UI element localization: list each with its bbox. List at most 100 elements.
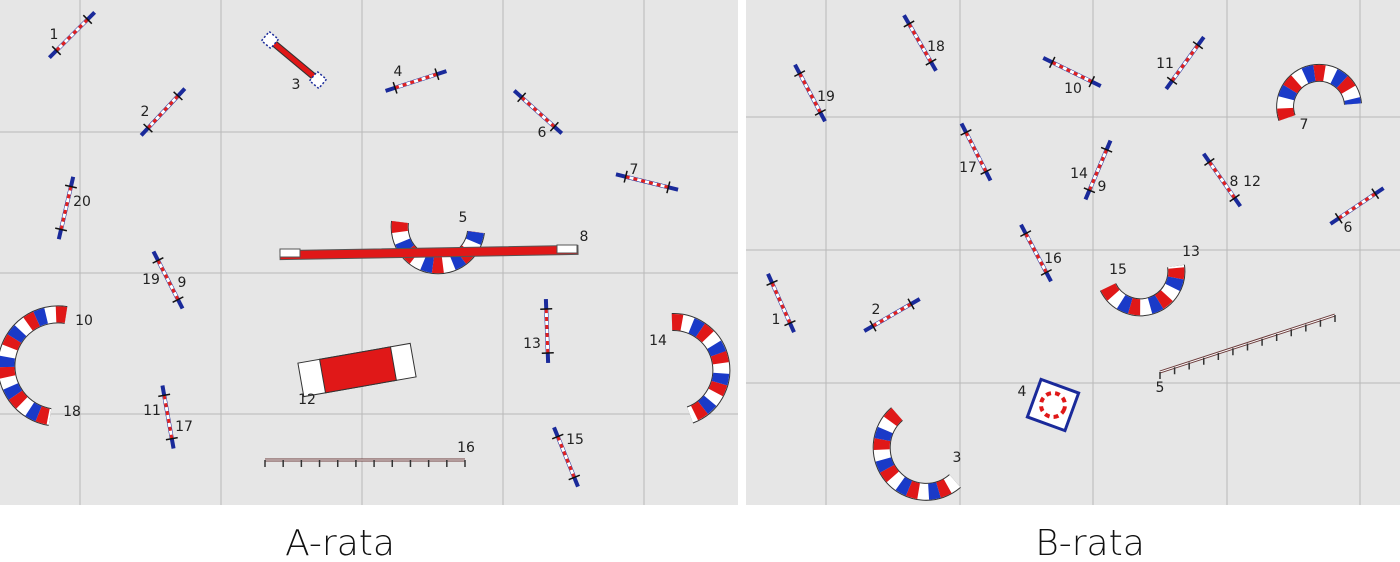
jump-wing [82, 14, 93, 25]
obstacle-number: 5 [459, 210, 468, 226]
obstacle-number: 15 [1109, 262, 1127, 278]
jump-pole [520, 96, 556, 128]
obstacle-number: 2 [872, 302, 881, 318]
jump-wing [666, 181, 671, 194]
jump-wing [158, 393, 171, 398]
obstacle-number: 20 [73, 194, 91, 210]
jump [902, 14, 938, 72]
jump-wing [814, 108, 826, 116]
jump [1019, 223, 1053, 283]
obstacle-number: 19 [817, 89, 835, 105]
obstacle-number: 12 [1243, 174, 1261, 190]
jump-wing [1040, 268, 1052, 276]
jump-wing [784, 319, 796, 327]
obstacle-number: 11 [1156, 56, 1174, 72]
jump-wing [1048, 56, 1056, 69]
jump-wing [907, 298, 915, 310]
obstacles [0, 10, 1385, 501]
dog-walk [268, 38, 320, 82]
panel-title: A-rata [285, 523, 395, 562]
panel-title: B-rata [1035, 523, 1145, 562]
jump [384, 68, 448, 94]
tunnel [391, 220, 484, 274]
jump-wing [1371, 188, 1380, 200]
jump-wing [960, 129, 972, 136]
obstacle-number: 13 [523, 336, 541, 352]
jump-pole [1051, 61, 1093, 83]
obstacle-number: 9 [178, 275, 187, 291]
obstacle-number: 3 [953, 450, 962, 466]
jump-wing [1192, 41, 1204, 50]
jump [959, 122, 993, 182]
jump [863, 297, 921, 333]
jump-wing [152, 257, 164, 264]
jump-wing [1020, 230, 1032, 238]
obstacle-number: 5 [1156, 380, 1165, 396]
tunnel [873, 407, 961, 500]
jump-wing [925, 58, 937, 66]
chute [319, 346, 397, 394]
jump-wing [766, 279, 778, 287]
jump-wing [55, 227, 68, 232]
jump-pole [556, 436, 576, 478]
jump [55, 176, 77, 240]
contact [556, 244, 578, 254]
obstacle-number: 16 [457, 440, 475, 456]
jump-wing [1100, 146, 1113, 153]
obstacle-number: 7 [1300, 117, 1309, 133]
jump-wing [172, 296, 184, 303]
jump [1202, 152, 1242, 208]
jump-wing [551, 433, 564, 440]
jump [793, 63, 827, 123]
obstacle-number: 13 [1182, 244, 1200, 260]
jump-pole [162, 395, 174, 439]
obstacle-number: 3 [292, 77, 301, 93]
obstacle-number: 1 [772, 312, 781, 328]
jump-wing [903, 20, 915, 28]
jump-wing [794, 70, 806, 78]
obstacle-number: 10 [1064, 81, 1082, 97]
jump-pole [1024, 232, 1048, 274]
jump-pole [625, 175, 669, 189]
obstacle-number: 18 [63, 404, 81, 420]
tire-frame [1025, 377, 1081, 433]
obstacle-number: 17 [959, 160, 977, 176]
jump-wing [1083, 187, 1096, 194]
obstacle-number: 4 [394, 64, 403, 80]
jump-wing [1088, 75, 1096, 88]
jump-pole [544, 308, 550, 354]
jump-wing [517, 92, 527, 103]
jump [1083, 139, 1113, 201]
jump-pole [770, 282, 792, 324]
obstacle-number: 4 [1018, 384, 1027, 400]
contact [279, 248, 301, 258]
jump-pole [798, 72, 822, 114]
jump-pole [156, 259, 180, 301]
jump-pole [1088, 149, 1108, 191]
jump-wing [568, 474, 581, 481]
tunnel [0, 306, 68, 425]
jump [1164, 35, 1206, 91]
jump-wing [980, 168, 992, 175]
jump-wing [1204, 157, 1215, 167]
jump-wing [143, 123, 153, 133]
tire [1025, 377, 1081, 433]
jump-pole [55, 18, 89, 52]
jump [47, 10, 97, 60]
jump-pole [146, 94, 180, 130]
jump [151, 250, 185, 310]
jump-wing [623, 170, 628, 183]
jump-wing [165, 436, 178, 441]
obstacle-number: 9 [1098, 179, 1107, 195]
tunnel [1277, 64, 1361, 121]
tunnel [873, 407, 961, 500]
grid-b [746, 0, 1400, 505]
jump-pole [907, 23, 933, 63]
jump [540, 298, 554, 364]
obstacle-number: 6 [1344, 220, 1353, 236]
obstacle-number: 11 [143, 403, 161, 419]
obstacle-number: 17 [175, 419, 193, 435]
tunnel [1277, 64, 1361, 121]
obstacle-number: 19 [142, 272, 160, 288]
tunnel [1100, 264, 1185, 316]
